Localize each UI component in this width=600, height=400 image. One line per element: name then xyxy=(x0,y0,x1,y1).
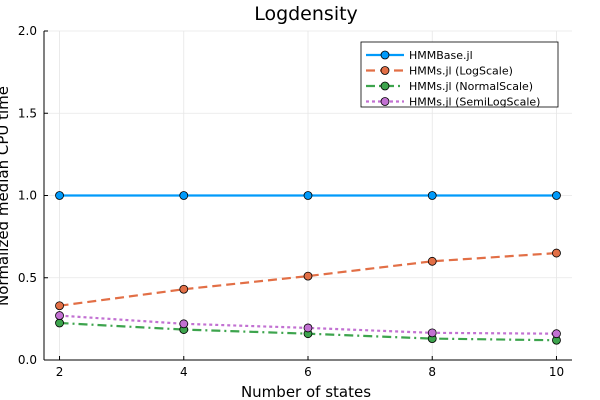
legend-marker xyxy=(380,97,390,106)
y-axis-label: Normalized median CPU time xyxy=(0,86,12,306)
x-axis-label: Number of states xyxy=(241,383,371,400)
y-tick-label: 1.5 xyxy=(18,106,37,120)
data-point xyxy=(303,191,313,200)
data-point xyxy=(303,323,313,333)
y-tick-label: 0.5 xyxy=(18,271,37,285)
legend-label: HMMs.jl (LogScale) xyxy=(409,65,513,78)
y-tick-label: 2.0 xyxy=(18,24,37,38)
legend-box xyxy=(360,41,559,108)
data-point xyxy=(55,191,64,200)
data-point xyxy=(552,248,561,258)
legend: HMMBase.jl HMMs.jl (LogScale) HMMs.jl (Nor… xyxy=(360,41,559,109)
series-layer xyxy=(55,191,561,345)
data-point xyxy=(427,191,437,200)
x-tick-label: 2 xyxy=(56,365,64,379)
data-point xyxy=(179,191,189,200)
legend-label: HMMBase.jl xyxy=(409,49,473,62)
legend-marker xyxy=(380,66,390,75)
x-tick-label: 6 xyxy=(304,365,312,379)
data-point xyxy=(55,311,64,320)
legend-label: HMMs.jl (SemiLogScale) xyxy=(409,96,540,109)
tick-labels: 2 4 6 8 10 0.0 0.5 1.0 1.5 2.0 xyxy=(18,24,564,379)
x-tick-label: 8 xyxy=(428,365,436,379)
x-tick-label: 10 xyxy=(549,365,564,379)
legend-label: HMMs.jl (NormalScale) xyxy=(409,80,533,93)
data-point xyxy=(179,284,189,294)
data-point xyxy=(552,329,561,339)
data-point xyxy=(552,191,561,200)
legend-marker xyxy=(380,81,390,91)
data-point xyxy=(179,319,189,329)
data-point xyxy=(427,256,437,266)
data-point xyxy=(55,301,64,311)
legend-marker xyxy=(380,50,390,60)
data-point xyxy=(55,318,64,328)
axes xyxy=(43,30,572,361)
y-tick-label: 1.0 xyxy=(18,189,37,203)
chart-title: Logdensity xyxy=(254,3,358,25)
data-point xyxy=(303,271,313,281)
y-tick-label: 0.0 xyxy=(18,353,37,367)
data-point xyxy=(427,328,437,338)
x-tick-label: 4 xyxy=(180,365,188,379)
